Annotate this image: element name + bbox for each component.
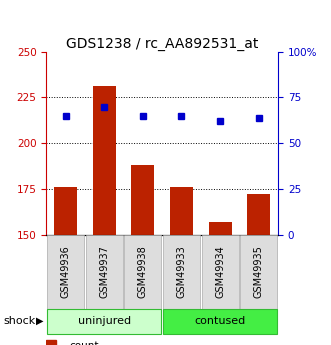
Bar xyxy=(131,165,155,235)
Text: GSM49935: GSM49935 xyxy=(254,245,264,298)
Bar xyxy=(163,235,200,309)
Title: GDS1238 / rc_AA892531_at: GDS1238 / rc_AA892531_at xyxy=(66,37,259,51)
Text: GSM49936: GSM49936 xyxy=(61,245,71,298)
Bar xyxy=(54,187,77,235)
Bar xyxy=(240,235,277,309)
Bar xyxy=(170,187,193,235)
Text: uninjured: uninjured xyxy=(78,316,131,326)
Text: contused: contused xyxy=(195,316,246,326)
Text: GSM49938: GSM49938 xyxy=(138,245,148,298)
Bar xyxy=(247,194,270,235)
Bar xyxy=(163,309,277,334)
Bar xyxy=(209,222,232,235)
Text: GSM49934: GSM49934 xyxy=(215,245,225,298)
Bar xyxy=(46,340,56,345)
Text: shock: shock xyxy=(3,316,35,326)
Text: ▶: ▶ xyxy=(36,316,44,326)
Bar xyxy=(86,235,123,309)
Text: count: count xyxy=(70,341,99,345)
Text: GSM49937: GSM49937 xyxy=(99,245,109,298)
Text: GSM49933: GSM49933 xyxy=(176,245,186,298)
Bar xyxy=(202,235,239,309)
Bar xyxy=(47,309,162,334)
Bar xyxy=(124,235,162,309)
Bar xyxy=(93,87,116,235)
Bar xyxy=(47,235,84,309)
